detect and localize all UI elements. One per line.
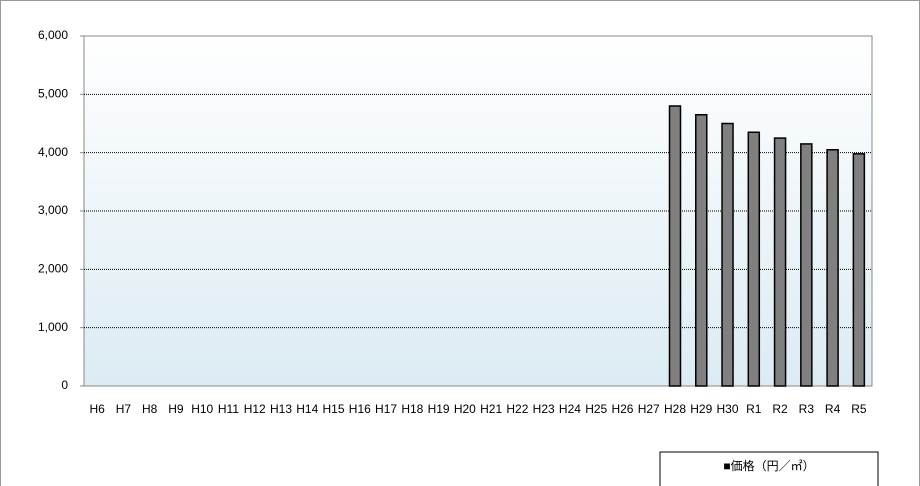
x-tick-label: H20 [454, 402, 476, 416]
x-tick-label: H24 [559, 402, 581, 416]
x-tick-label: H27 [638, 402, 660, 416]
x-tick-label: H22 [506, 402, 528, 416]
bar [668, 105, 682, 387]
bar [826, 149, 839, 387]
x-tick-label: H10 [191, 402, 213, 416]
x-tick-label: R4 [825, 402, 841, 416]
bar [800, 143, 813, 387]
x-tick-label: H6 [89, 402, 105, 416]
x-tick-label: R3 [799, 402, 815, 416]
x-tick-label: R2 [772, 402, 788, 416]
y-tick-label: 3,000 [38, 203, 68, 217]
x-tick-label: H21 [480, 402, 502, 416]
x-tick-label: H11 [218, 402, 239, 416]
x-tick-label: H29 [690, 402, 712, 416]
x-tick-label: H8 [142, 402, 158, 416]
y-tick-label: 0 [61, 378, 68, 392]
bar [695, 114, 708, 387]
x-tick-label: R1 [746, 402, 762, 416]
y-tick-label: 4,000 [38, 145, 68, 159]
y-tick-label: 1,000 [38, 320, 68, 334]
y-tick-label: 5,000 [38, 87, 68, 101]
bar [773, 137, 787, 387]
x-tick-label: H26 [611, 402, 633, 416]
x-tick-label: H28 [664, 402, 686, 416]
x-tick-label: R5 [851, 402, 867, 416]
x-tick-label: H17 [375, 402, 397, 416]
x-tick-label: H13 [270, 402, 292, 416]
x-tick-label: H30 [717, 402, 739, 416]
x-tick-label: H14 [296, 402, 318, 416]
x-tick-label: H15 [323, 402, 345, 416]
bar [852, 153, 866, 387]
x-tick-label: H7 [116, 402, 132, 416]
x-tick-label: H25 [585, 402, 607, 416]
bar [721, 122, 734, 387]
bar [747, 131, 761, 387]
x-tick-label: H16 [349, 402, 371, 416]
legend-box [659, 451, 879, 486]
x-tick-label: H19 [428, 402, 450, 416]
x-tick-label: H12 [244, 402, 266, 416]
y-tick-label: 2,000 [38, 262, 68, 276]
x-tick-label: H23 [533, 402, 555, 416]
y-tick-label: 6,000 [38, 28, 68, 42]
legend-label: ■価格（円／㎡） [723, 458, 814, 473]
x-tick-label: H18 [401, 402, 423, 416]
x-tick-label: H9 [168, 402, 184, 416]
